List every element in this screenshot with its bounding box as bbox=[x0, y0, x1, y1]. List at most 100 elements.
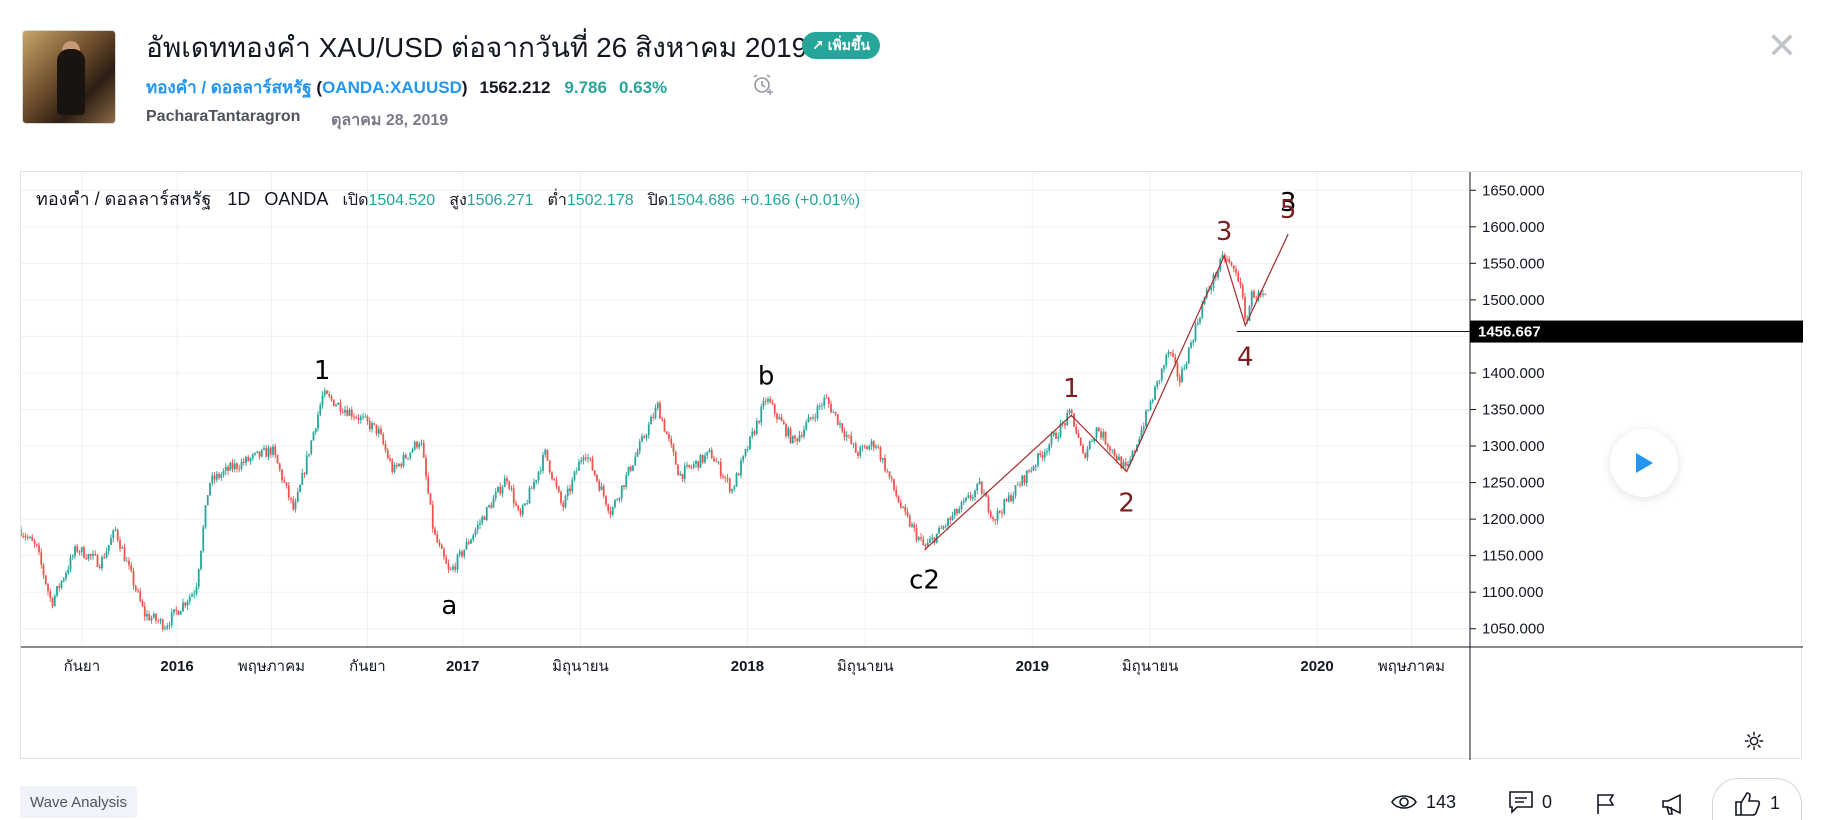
candle-body bbox=[722, 476, 724, 478]
candle-body bbox=[638, 441, 641, 452]
candle-body bbox=[787, 428, 790, 436]
symbol-price: 1562.212 bbox=[479, 78, 551, 97]
candle-body bbox=[782, 421, 785, 425]
candle-body bbox=[188, 596, 191, 602]
author-name[interactable]: PacharaTantaragron bbox=[146, 108, 301, 125]
legend-close-value: 1504.686 bbox=[668, 192, 735, 209]
candle-body bbox=[476, 524, 479, 530]
flag-icon[interactable] bbox=[1594, 792, 1618, 816]
symbol-name-link[interactable]: ทองคำ / ดอลลาร์สหรัฐ bbox=[146, 78, 312, 97]
candle-body bbox=[373, 423, 376, 425]
candle-body bbox=[139, 591, 142, 601]
candle-body bbox=[605, 495, 607, 505]
candle-body bbox=[616, 499, 619, 501]
candle-body bbox=[710, 449, 713, 459]
candle-body bbox=[65, 573, 67, 579]
candle-body bbox=[497, 486, 499, 493]
candle-body bbox=[310, 440, 313, 454]
symbol-ticker-link[interactable]: OANDA:XAUUSD bbox=[322, 78, 462, 97]
candle-body bbox=[272, 446, 274, 455]
candle-body bbox=[938, 527, 940, 534]
candle-body bbox=[1079, 437, 1082, 446]
candle-body bbox=[1199, 317, 1201, 323]
candle-body bbox=[582, 457, 585, 461]
candle-body bbox=[94, 553, 97, 555]
y-tick-label: 1500.000 bbox=[1482, 292, 1545, 309]
candle-body bbox=[1140, 429, 1143, 440]
alarm-clock-icon[interactable] bbox=[750, 72, 774, 96]
close-icon[interactable]: ✕ bbox=[1766, 25, 1798, 66]
candle-body bbox=[843, 431, 846, 438]
candle-body bbox=[218, 473, 220, 478]
candle-body bbox=[175, 609, 178, 611]
candle-body bbox=[776, 413, 778, 420]
candle-body bbox=[184, 602, 187, 606]
candle-body bbox=[123, 547, 126, 562]
candle-body bbox=[204, 505, 207, 528]
candle-body bbox=[1163, 365, 1165, 369]
candle-body bbox=[1043, 452, 1046, 458]
candle-body bbox=[1129, 459, 1132, 464]
candle-body bbox=[845, 435, 848, 438]
candle-body bbox=[992, 517, 994, 520]
candle-body bbox=[683, 466, 686, 479]
candle-body bbox=[944, 526, 947, 527]
candle-body bbox=[179, 611, 182, 615]
candle-body bbox=[479, 522, 481, 525]
megaphone-icon[interactable] bbox=[1660, 792, 1686, 816]
legend-high: สูง1506.271 bbox=[449, 188, 533, 213]
candle-body bbox=[879, 447, 882, 460]
candle-body bbox=[249, 458, 252, 462]
y-tick-label: 1300.000 bbox=[1482, 438, 1545, 455]
candle-body bbox=[1102, 431, 1105, 438]
candle-body bbox=[1241, 285, 1244, 297]
author-avatar[interactable] bbox=[22, 30, 116, 124]
candle-body bbox=[1120, 456, 1123, 469]
candle-body bbox=[384, 443, 387, 451]
candle-body bbox=[537, 471, 540, 480]
candle-body bbox=[773, 404, 776, 414]
candle-body bbox=[1167, 351, 1170, 355]
candle-body bbox=[346, 409, 349, 416]
candle-body bbox=[434, 528, 436, 535]
candle-body bbox=[211, 475, 214, 483]
candle-body bbox=[1095, 427, 1098, 439]
candle-body bbox=[1194, 324, 1197, 341]
candle-body bbox=[1093, 438, 1096, 442]
candle-body bbox=[794, 435, 796, 439]
comments-stat[interactable]: 0 bbox=[1508, 786, 1552, 818]
candle-body bbox=[1124, 462, 1127, 466]
candle-body bbox=[1250, 291, 1253, 307]
candle-body bbox=[915, 527, 918, 540]
candle-body bbox=[940, 527, 943, 529]
candle-body bbox=[1048, 444, 1051, 452]
candle-body bbox=[623, 485, 625, 487]
candle-body bbox=[580, 460, 583, 462]
candle-body bbox=[1106, 444, 1109, 448]
candle-body bbox=[560, 491, 562, 503]
x-tick-label: กันยา bbox=[349, 658, 386, 675]
gear-icon[interactable] bbox=[1743, 730, 1765, 752]
candle-body bbox=[508, 481, 511, 489]
candle-body bbox=[281, 469, 283, 481]
candle-body bbox=[1037, 453, 1039, 466]
candle-body bbox=[706, 451, 709, 456]
candle-body bbox=[1113, 449, 1116, 456]
candle-body bbox=[278, 463, 281, 470]
play-button[interactable] bbox=[1610, 429, 1678, 497]
like-button[interactable]: 1 bbox=[1712, 778, 1802, 820]
candle-body bbox=[74, 546, 76, 557]
y-tick-label: 1550.000 bbox=[1482, 255, 1545, 272]
candle-body bbox=[668, 434, 670, 439]
candle-body bbox=[326, 390, 328, 394]
candle-body bbox=[209, 482, 211, 496]
candle-body bbox=[80, 547, 83, 553]
candle-body bbox=[409, 452, 412, 458]
tag-wave-analysis[interactable]: Wave Analysis bbox=[20, 786, 137, 818]
legend-symbol: ทองคำ / ดอลลาร์สหรัฐ bbox=[36, 189, 212, 209]
candle-body bbox=[263, 448, 265, 450]
price-chart[interactable]: 1050.000 1100.000 1150.000 1200.000 1250.000… bbox=[21, 172, 1803, 760]
candle-body bbox=[726, 478, 729, 480]
comments-count: 0 bbox=[1542, 791, 1553, 812]
candle-body bbox=[1221, 254, 1224, 259]
